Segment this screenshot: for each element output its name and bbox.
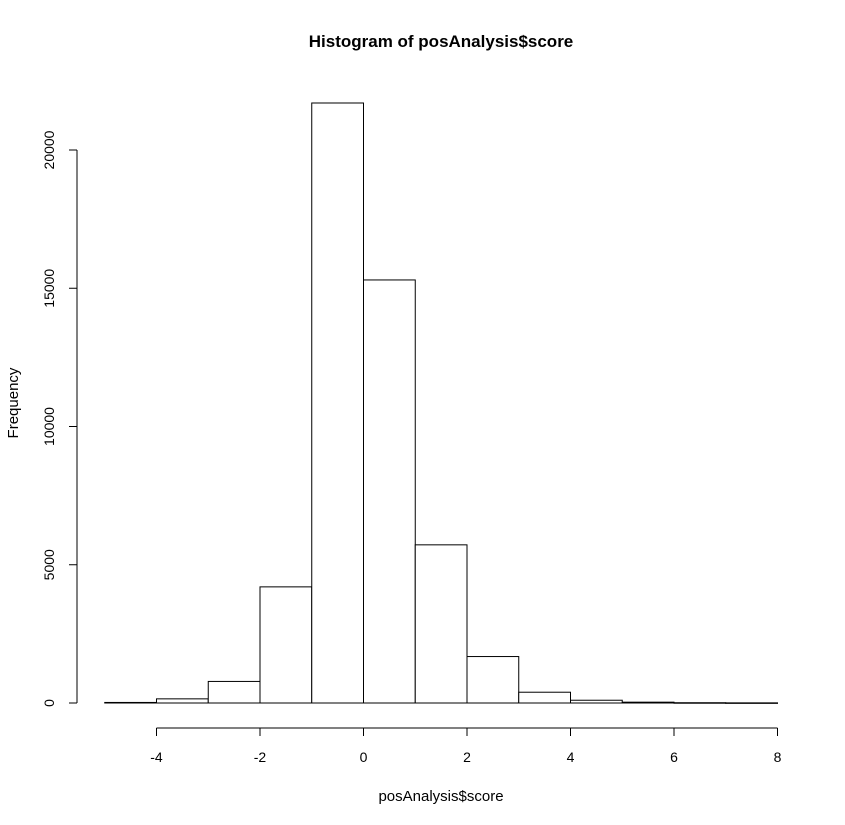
histogram-bar: [725, 702, 778, 704]
histogram-bar: [207, 680, 261, 704]
x-axis-tick-label: 8: [774, 749, 782, 765]
histogram-bar: [414, 544, 468, 704]
bars-group: [104, 102, 778, 704]
histogram-bar: [466, 656, 520, 704]
histogram-bar: [621, 701, 675, 704]
x-axis-tick-label: -4: [150, 749, 163, 765]
histogram-bar: [363, 279, 416, 704]
y-axis-tick-label: 15000: [41, 269, 57, 308]
chart-title: Histogram of posAnalysis$score: [309, 32, 574, 51]
x-axis-tick-label: 6: [670, 749, 678, 765]
histogram-bar: [311, 102, 364, 704]
x-axis-tick-label: 2: [463, 749, 471, 765]
x-axis: -4 -2 0 2 4 6 8: [150, 727, 782, 765]
y-axis-tick-label: 10000: [41, 407, 57, 446]
y-axis: 0 5000 10000 15000 20000: [41, 130, 78, 707]
x-axis-label: posAnalysis$score: [378, 788, 503, 805]
histogram-bar: [518, 691, 571, 704]
y-axis-tick-label: 20000: [41, 130, 57, 169]
x-axis-tick-label: 4: [567, 749, 575, 765]
y-axis-tick-label: 5000: [41, 549, 57, 580]
histogram-bar: [104, 701, 157, 704]
histogram-bar: [570, 699, 623, 704]
histogram-bar: [673, 702, 727, 704]
x-axis-tick-label: -2: [254, 749, 267, 765]
x-axis-tick-label: 0: [360, 749, 368, 765]
y-axis-tick-label: 0: [41, 699, 57, 707]
histogram-bar: [156, 698, 209, 704]
histogram-bar: [259, 586, 313, 704]
y-axis-label: Frequency: [5, 367, 22, 438]
